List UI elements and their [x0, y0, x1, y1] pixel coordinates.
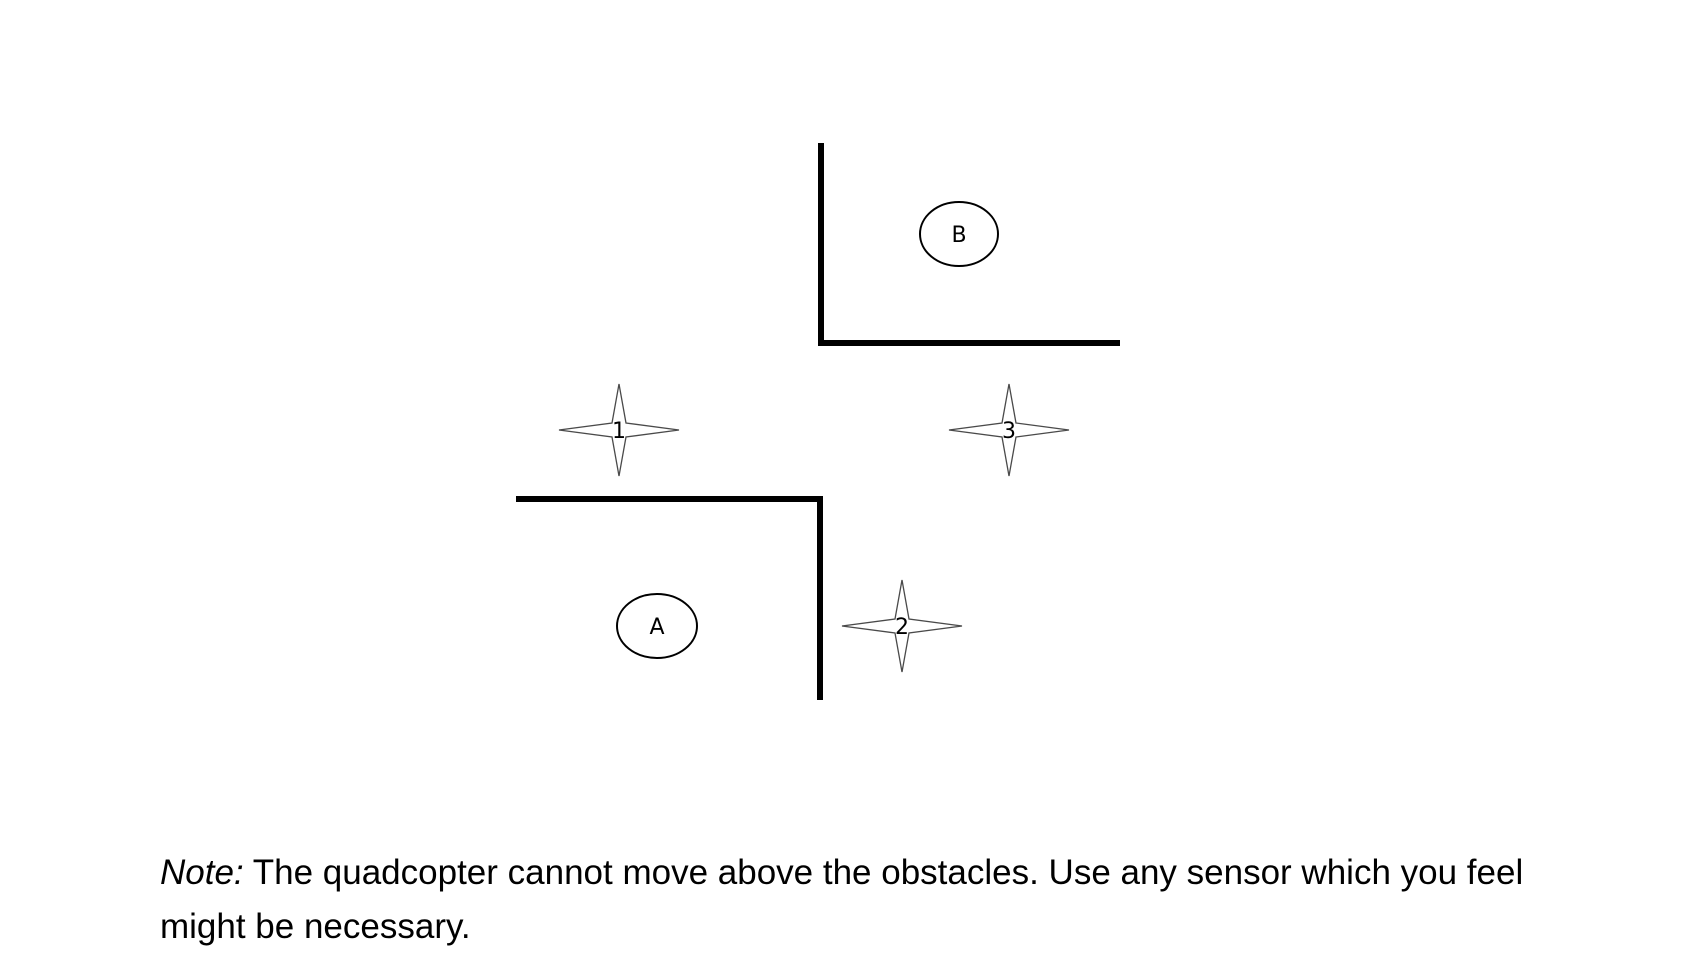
note-label: Note: [160, 853, 244, 892]
quadcopter-3-icon [948, 383, 1070, 477]
quadcopter-1-icon [558, 383, 680, 477]
goal-a: A [616, 593, 698, 659]
quadcopter-2-label: 2 [895, 615, 909, 640]
note-paragraph: Note: The quadcopter cannot move above t… [160, 846, 1580, 954]
wall-lower-left [516, 496, 823, 700]
wall-upper-right [818, 143, 1120, 346]
quadcopter-2: 2 [841, 579, 963, 673]
goal-a-label: A [649, 615, 664, 640]
quadcopter-3: 3 [948, 383, 1070, 477]
goal-b-label: B [951, 223, 966, 248]
quadcopter-2-icon [841, 579, 963, 673]
goal-b: B [919, 201, 999, 267]
quadcopter-1: 1 [558, 383, 680, 477]
quadcopter-1-label: 1 [612, 419, 626, 444]
quadcopter-3-label: 3 [1002, 419, 1016, 444]
note-text: The quadcopter cannot move above the obs… [160, 853, 1524, 946]
